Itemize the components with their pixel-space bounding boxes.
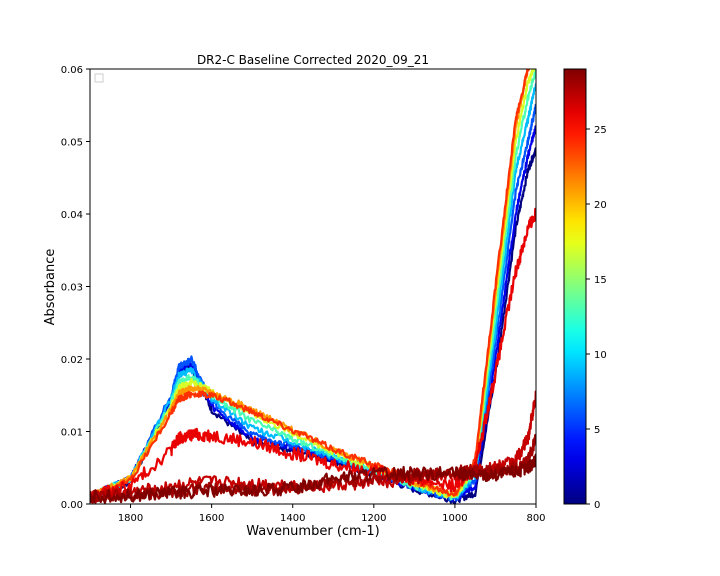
- colorbar-tick-label: 20: [594, 200, 607, 211]
- spectrum-series-line: [90, 69, 530, 501]
- x-axis: 1800 1600 1400 1200 1000 800: [118, 504, 546, 524]
- x-tick-label: 1600: [199, 513, 224, 524]
- y-tick-label: 0.01: [61, 428, 83, 439]
- x-axis-label: Wavenumber (cm-1): [246, 524, 379, 539]
- x-tick-label: 1400: [280, 513, 305, 524]
- spectrum-series-line: [90, 453, 536, 504]
- colorbar-tick-label: 25: [594, 125, 607, 136]
- y-tick-label: 0.04: [61, 210, 83, 221]
- x-tick-label: 1800: [118, 513, 143, 524]
- y-tick-label: 0.05: [61, 138, 83, 149]
- x-tick-label: 1200: [361, 513, 386, 524]
- spectrum-series-line: [90, 207, 536, 502]
- colorbar-axis: 0 5 10 15 20 25: [586, 125, 607, 511]
- x-tick-label: 1000: [442, 513, 467, 524]
- y-tick-label: 0.06: [61, 65, 83, 76]
- legend-box: [94, 73, 104, 83]
- y-tick-label: 0.00: [61, 500, 83, 511]
- x-tick-label: 800: [526, 513, 545, 524]
- colorbar-tick-label: 0: [594, 500, 600, 511]
- colorbar-tick-label: 10: [594, 350, 607, 361]
- series-layer: [90, 69, 536, 504]
- y-axis: 0.00 0.01 0.02 0.03 0.04 0.05 0.06: [61, 65, 90, 511]
- y-tick-label: 0.02: [61, 355, 83, 366]
- colorbar-tick-label: 5: [594, 425, 600, 436]
- chart-title: DR2-C Baseline Corrected 2020_09_21: [197, 53, 429, 67]
- spectrum-series-line: [90, 69, 536, 501]
- y-tick-label: 0.03: [61, 283, 83, 294]
- y-axis-label: Absorbance: [43, 249, 58, 326]
- colorbar: [563, 68, 587, 505]
- colorbar-tick-label: 15: [594, 275, 607, 286]
